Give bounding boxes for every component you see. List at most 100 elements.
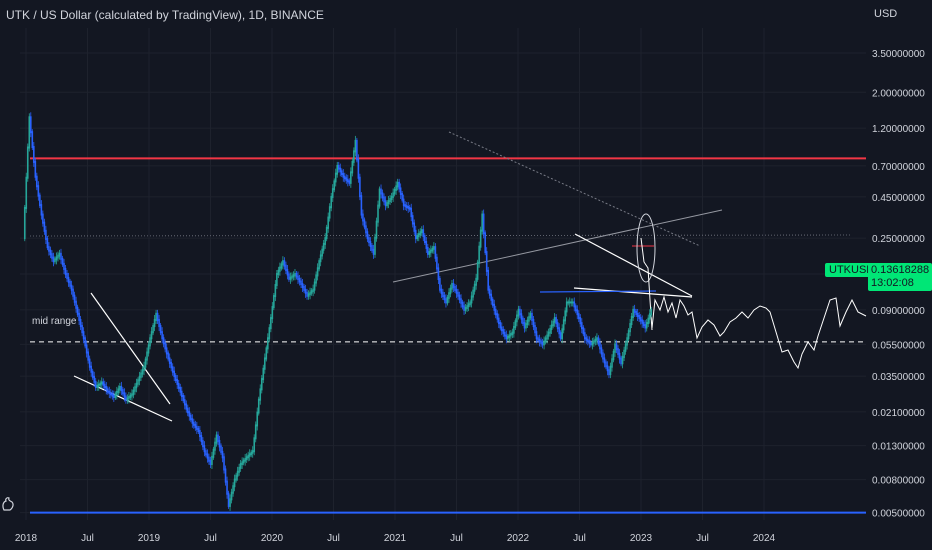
x-tick-label: 2023 bbox=[630, 533, 653, 544]
horizontal-levels bbox=[30, 157, 866, 514]
candle-body bbox=[309, 291, 311, 296]
candle-body bbox=[372, 248, 375, 255]
candle-body bbox=[520, 313, 523, 320]
candle-body bbox=[393, 188, 396, 195]
candle-body bbox=[464, 306, 467, 311]
candle-body bbox=[131, 393, 133, 397]
candle-body bbox=[597, 337, 600, 345]
candle-body bbox=[532, 318, 535, 328]
candle-body bbox=[337, 164, 340, 170]
candle-body bbox=[78, 312, 80, 321]
candle-body bbox=[526, 319, 529, 326]
trendline bbox=[73, 375, 173, 422]
candle-body bbox=[345, 177, 348, 181]
y-tick-label: 0.70000000 bbox=[872, 162, 925, 173]
candle-body bbox=[591, 341, 594, 346]
candle-body bbox=[451, 283, 453, 290]
candle-body bbox=[274, 284, 277, 298]
candle-body bbox=[196, 425, 198, 430]
candle-body bbox=[544, 337, 547, 343]
x-tick-label: Jul bbox=[327, 533, 340, 544]
candle-body bbox=[611, 358, 613, 368]
candle-body bbox=[120, 385, 123, 392]
candle-body bbox=[585, 337, 588, 341]
candle-body bbox=[155, 312, 157, 321]
candle-body bbox=[531, 312, 533, 321]
candle-body bbox=[96, 384, 99, 388]
candle-body bbox=[52, 256, 55, 263]
candle-body bbox=[470, 295, 473, 304]
candle-body bbox=[353, 150, 355, 163]
candle-body bbox=[485, 251, 488, 272]
candle-body bbox=[203, 445, 206, 453]
candle-body bbox=[138, 375, 141, 382]
candle-body bbox=[449, 287, 452, 295]
candle-body bbox=[75, 300, 77, 309]
candle-body bbox=[636, 312, 639, 318]
candle-body bbox=[110, 392, 112, 396]
candle-body bbox=[639, 317, 642, 322]
candle-body bbox=[128, 396, 130, 400]
candle-body bbox=[491, 298, 494, 306]
candle-body bbox=[567, 301, 570, 304]
y-tick-label: 0.45000000 bbox=[872, 193, 925, 204]
candle-body bbox=[547, 331, 550, 337]
candle-body bbox=[170, 361, 172, 369]
candle-body bbox=[519, 308, 521, 316]
candle-body bbox=[561, 328, 563, 340]
candle-body bbox=[374, 236, 376, 255]
candle-body bbox=[242, 459, 245, 464]
candle-body bbox=[624, 343, 627, 352]
candle-body bbox=[46, 237, 49, 249]
candle-body bbox=[577, 313, 580, 320]
candle-body bbox=[40, 204, 43, 216]
candle-body bbox=[479, 229, 482, 248]
candle-body bbox=[642, 321, 645, 327]
candle-body bbox=[280, 263, 283, 269]
candle-body bbox=[244, 457, 246, 462]
candle-body bbox=[454, 285, 456, 291]
candle-body bbox=[106, 388, 109, 393]
candle-body bbox=[43, 221, 46, 232]
candle-body bbox=[270, 317, 272, 330]
candle-body bbox=[26, 146, 29, 179]
candle-body bbox=[494, 308, 497, 316]
candle-body bbox=[185, 403, 188, 410]
candle-body bbox=[72, 288, 74, 297]
candle-body bbox=[316, 267, 319, 277]
candle-body bbox=[298, 278, 301, 283]
candle-body bbox=[265, 347, 268, 360]
x-tick-label: 2022 bbox=[507, 533, 530, 544]
candle-body bbox=[334, 172, 337, 183]
candle-body bbox=[407, 205, 409, 209]
candle-body bbox=[325, 226, 328, 240]
candle-body bbox=[162, 337, 165, 345]
candle-body bbox=[605, 361, 607, 368]
candle-body bbox=[186, 407, 189, 414]
candle-body bbox=[48, 246, 50, 252]
candle-body bbox=[594, 338, 597, 343]
candle-body bbox=[579, 317, 582, 325]
candle-body bbox=[398, 181, 400, 190]
candle-body bbox=[224, 468, 227, 483]
candle-body bbox=[132, 389, 135, 396]
candle-body bbox=[600, 347, 603, 355]
candle-body bbox=[414, 229, 417, 240]
x-tick-label: Jul bbox=[204, 533, 217, 544]
candle-body bbox=[292, 274, 295, 278]
candle-body bbox=[365, 225, 367, 234]
candle-body bbox=[220, 445, 222, 453]
candle-body bbox=[161, 331, 163, 340]
candle-body bbox=[633, 308, 636, 313]
x-tick-label: Jul bbox=[81, 533, 94, 544]
candle-body bbox=[384, 200, 387, 207]
candle-body bbox=[300, 280, 302, 286]
candle-body bbox=[490, 293, 493, 301]
candle-body bbox=[476, 261, 479, 280]
candle-body bbox=[28, 116, 31, 149]
mid-range-label: mid range bbox=[32, 316, 77, 327]
y-tick-label: 0.25000000 bbox=[872, 234, 925, 245]
candle-body bbox=[144, 358, 147, 368]
candle-body bbox=[558, 327, 560, 335]
